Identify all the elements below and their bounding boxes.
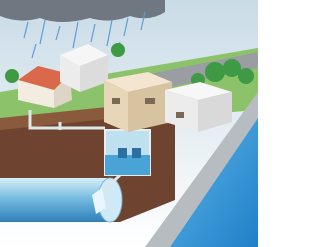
pump: [118, 148, 127, 158]
tree: [5, 69, 19, 83]
window: [176, 112, 184, 118]
window: [145, 98, 155, 104]
tree: [238, 68, 254, 84]
tank-water: [105, 155, 150, 175]
tree: [111, 43, 125, 57]
illustration: [0, 0, 258, 247]
page: [0, 0, 258, 247]
tree: [205, 62, 225, 82]
pump: [132, 148, 141, 158]
window: [112, 98, 120, 104]
